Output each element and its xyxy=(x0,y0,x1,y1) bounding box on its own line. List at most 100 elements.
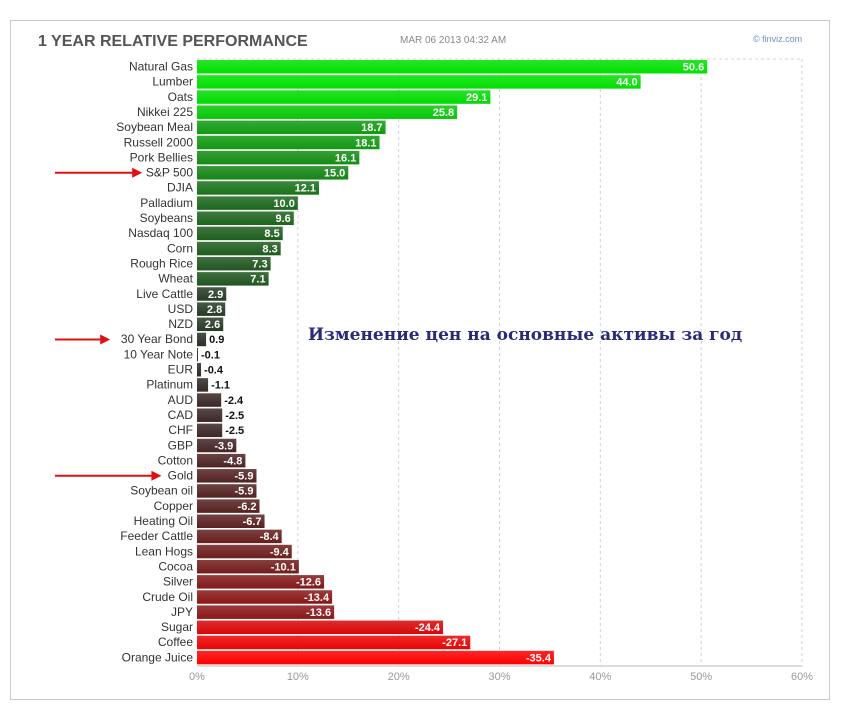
bar xyxy=(197,347,199,362)
value-label: -2.5 xyxy=(225,425,244,437)
category-label: 10 Year Note xyxy=(124,347,194,361)
category-label: Platinum xyxy=(146,378,193,392)
bar xyxy=(197,196,298,210)
category-label: GBP xyxy=(168,438,193,452)
category-label: Nasdaq 100 xyxy=(128,226,193,240)
value-label: 50.6 xyxy=(683,62,704,74)
category-label: Wheat xyxy=(158,272,193,286)
category-label: Live Cattle xyxy=(136,287,193,301)
bar xyxy=(197,181,320,195)
category-label: AUD xyxy=(168,393,194,407)
bar xyxy=(197,332,207,347)
value-label: -2.5 xyxy=(225,410,244,422)
arrow-head-icon xyxy=(100,334,111,345)
category-label: S&P 500 xyxy=(146,166,193,180)
bar xyxy=(197,590,333,604)
value-label: -3.9 xyxy=(214,440,233,452)
bar xyxy=(197,650,554,665)
bar xyxy=(197,499,260,513)
bar xyxy=(197,559,299,574)
bar xyxy=(197,575,325,589)
bar xyxy=(197,438,237,453)
value-label: 0.9 xyxy=(209,334,224,346)
category-label: Copper xyxy=(154,499,193,513)
bar xyxy=(197,211,294,225)
chart-frame xyxy=(10,20,830,700)
category-label: Rough Rice xyxy=(130,256,193,270)
category-label: Orange Juice xyxy=(122,650,194,664)
category-label: JPY xyxy=(171,605,193,619)
value-label: -13.4 xyxy=(304,592,330,604)
bar xyxy=(197,166,349,180)
category-label: DJIA xyxy=(167,181,193,195)
category-label: CHF xyxy=(168,423,193,437)
category-label: Sugar xyxy=(161,620,193,634)
bar xyxy=(197,469,257,483)
x-tick-label: 60% xyxy=(791,671,813,683)
value-label: -6.7 xyxy=(243,516,262,528)
value-label: -10.1 xyxy=(271,561,296,573)
bar xyxy=(197,120,386,135)
value-label: 7.1 xyxy=(250,274,265,286)
value-label: -27.1 xyxy=(442,637,467,649)
value-label: -8.4 xyxy=(260,531,280,543)
value-label: -2.4 xyxy=(224,395,244,407)
bar xyxy=(197,241,281,256)
bar xyxy=(197,529,282,544)
bar xyxy=(197,363,202,377)
x-tick-label: 0% xyxy=(189,671,205,683)
category-label: Silver xyxy=(163,575,193,589)
category-label: Pork Bellies xyxy=(130,150,193,164)
category-label: NZD xyxy=(168,317,193,331)
bar xyxy=(197,302,226,316)
value-label: -13.6 xyxy=(306,607,331,619)
bar xyxy=(197,287,227,301)
value-label: 18.1 xyxy=(355,137,376,149)
value-label: 16.1 xyxy=(335,152,356,164)
bar xyxy=(197,272,269,286)
value-label: 2.6 xyxy=(205,319,220,331)
category-label: USD xyxy=(168,302,194,316)
value-label: 12.1 xyxy=(295,183,316,195)
bar xyxy=(197,226,283,241)
value-label: 44.0 xyxy=(616,77,637,89)
category-label: Natural Gas xyxy=(129,60,193,74)
finviz-credit-link[interactable]: © finviz.com xyxy=(753,34,803,44)
value-label: -5.9 xyxy=(235,471,254,483)
bar xyxy=(197,135,380,150)
x-tick-label: 20% xyxy=(388,671,410,683)
value-label: 9.6 xyxy=(276,213,291,225)
value-label: -24.4 xyxy=(415,622,441,634)
arrow-head-icon xyxy=(151,470,162,481)
category-label: 30 Year Bond xyxy=(121,332,193,346)
category-label: Nikkei 225 xyxy=(137,105,193,119)
value-label: -1.1 xyxy=(211,380,230,392)
value-label: 25.8 xyxy=(433,107,454,119)
category-label: Soybeans xyxy=(140,211,193,225)
bar xyxy=(197,75,641,89)
value-label: -9.4 xyxy=(270,546,290,558)
bar xyxy=(197,150,360,165)
arrow-head-icon xyxy=(132,167,143,178)
bar xyxy=(197,105,458,119)
bar xyxy=(197,620,444,635)
bar xyxy=(197,514,265,528)
category-label: Soybean Meal xyxy=(116,120,193,134)
value-label: -4.8 xyxy=(223,455,242,467)
annotation-text: Изменение цен на основные активы за год xyxy=(308,325,743,345)
value-label: 8.5 xyxy=(264,228,279,240)
category-label: Gold xyxy=(168,469,193,483)
bar xyxy=(197,317,224,332)
value-label: 18.7 xyxy=(361,122,382,134)
category-label: Cotton xyxy=(158,453,193,467)
category-label: Crude Oil xyxy=(142,590,193,604)
category-label: Lumber xyxy=(152,75,193,89)
value-label: 2.9 xyxy=(208,289,223,301)
category-label: Lean Hogs xyxy=(135,544,193,558)
value-label: -0.1 xyxy=(201,349,220,361)
bar xyxy=(197,408,223,422)
x-tick-label: 10% xyxy=(287,671,309,683)
x-tick-label: 40% xyxy=(589,671,611,683)
x-tick-label: 30% xyxy=(488,671,510,683)
